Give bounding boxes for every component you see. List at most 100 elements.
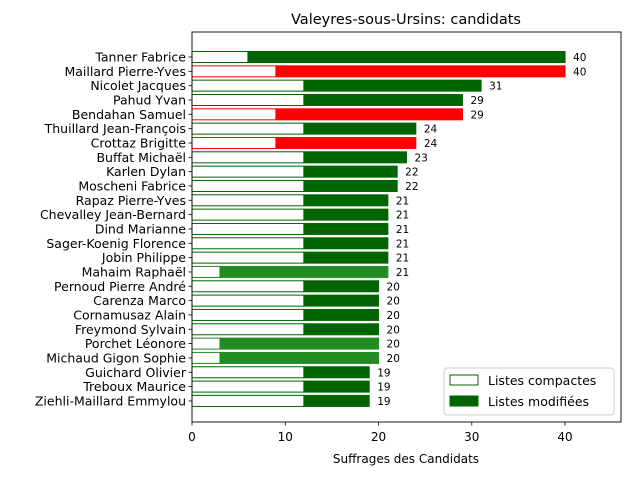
value-label: 40 (573, 66, 586, 78)
legend-compact-label: Listes compactes (488, 373, 596, 388)
category-label: Carenza Marco (93, 293, 186, 308)
category-label: Dind Marianne (95, 221, 186, 236)
value-label: 29 (470, 95, 483, 107)
bar-modified (303, 294, 380, 307)
bar-compact (191, 222, 305, 235)
value-label: 20 (387, 296, 400, 308)
category-label: Crottaz Brigitte (91, 135, 187, 150)
category-label: Bendahan Samuel (72, 107, 186, 122)
bar-compact (191, 79, 305, 92)
bar-compact (191, 136, 277, 149)
value-label: 40 (573, 52, 586, 64)
x-tick-label: 20 (371, 430, 386, 444)
value-label: 21 (396, 195, 409, 207)
value-label: 19 (377, 367, 390, 379)
bar-compact (191, 122, 305, 135)
category-label: Pernoud Pierre André (54, 279, 186, 294)
bar-modified (303, 308, 380, 321)
value-label: 24 (424, 138, 438, 150)
bar-modified (303, 323, 380, 336)
value-label: 19 (377, 382, 390, 394)
x-tick-label: 10 (278, 430, 293, 444)
bar-modified (303, 366, 370, 379)
bar-compact (191, 251, 305, 264)
bar-compact (191, 51, 249, 63)
bar-modified (303, 93, 463, 106)
value-label: 23 (415, 152, 428, 164)
bar-compact (191, 93, 305, 106)
legend-box (443, 367, 615, 416)
bar-modified (275, 108, 463, 121)
bar-compact (191, 194, 305, 207)
bar-compact (191, 308, 305, 321)
category-label: Chevalley Jean-Bernard (40, 207, 186, 222)
bar-modified (275, 136, 417, 149)
bar-modified (303, 208, 389, 221)
category-label: Jobin Philippe (101, 250, 186, 265)
category-label: Maillard Pierre-Yves (64, 64, 186, 79)
bar-modified (303, 165, 398, 178)
bar-compact (191, 366, 305, 379)
bar-compact (191, 208, 305, 221)
bar-modified (303, 237, 389, 250)
category-label: Karlen Dylan (106, 164, 186, 179)
bar-modified (219, 337, 380, 350)
category-label: Thuillard Jean-François (44, 121, 186, 136)
category-label: Guichard Olivier (85, 365, 187, 380)
value-label: 20 (387, 339, 400, 351)
bar-compact (191, 165, 305, 178)
x-tick-label: 40 (557, 430, 572, 444)
value-label: 21 (396, 238, 409, 250)
bar-compact (191, 394, 305, 407)
category-label: Tanner Fabrice (94, 50, 186, 65)
bar-compact (191, 265, 221, 278)
bar-modified (247, 51, 566, 63)
value-label: 22 (405, 167, 418, 179)
category-label: Cornamusaz Alain (73, 307, 186, 322)
value-label: 29 (470, 109, 483, 121)
bar-modified (303, 151, 408, 164)
bar-modified (303, 251, 389, 264)
bar-compact (191, 151, 305, 164)
value-label: 20 (387, 310, 400, 322)
bar-modified (275, 65, 566, 78)
x-tick-label: 30 (464, 430, 479, 444)
value-label: 21 (396, 267, 409, 279)
value-label: 21 (396, 210, 409, 222)
category-label: Porchet Léonore (85, 336, 186, 351)
category-label: Freymond Sylvain (75, 322, 186, 337)
category-label: Moscheni Fabrice (78, 178, 186, 193)
bar-modified (303, 79, 482, 92)
bar-modified (219, 265, 389, 278)
value-label: 24 (424, 124, 438, 136)
x-axis: 0 10 20 30 40 (188, 422, 573, 444)
bar-compact (191, 294, 305, 307)
plot-frame (191, 31, 622, 423)
category-label: Michaud Gigon Sophie (46, 350, 186, 365)
category-label: Rapaz Pierre-Yves (76, 193, 186, 208)
category-label: Nicolet Jacques (90, 78, 186, 93)
bar-compact (191, 237, 305, 250)
bar-compact (191, 351, 221, 364)
legend-modified-label: Listes modifiées (488, 394, 589, 409)
bars-group (191, 51, 566, 407)
bar-compact (191, 380, 305, 393)
bar-modified (303, 179, 398, 192)
legend-modified-swatch (449, 395, 479, 407)
legend-compact-swatch (449, 374, 479, 386)
value-label: 20 (387, 324, 400, 336)
category-label: Buffat Michaël (96, 150, 186, 165)
bar-modified (303, 280, 380, 293)
bar-modified (303, 394, 370, 407)
bar-compact (191, 323, 305, 336)
category-label: Treboux Maurice (82, 379, 186, 394)
category-label: Pahud Yvan (113, 92, 186, 107)
value-label: 19 (377, 396, 390, 408)
category-label: Ziehli-Maillard Emmylou (35, 393, 186, 408)
x-axis-label: Suffrages des Candidats (333, 452, 479, 466)
value-label: 22 (405, 181, 418, 193)
bar-modified (303, 380, 370, 393)
value-label: 21 (396, 224, 409, 236)
